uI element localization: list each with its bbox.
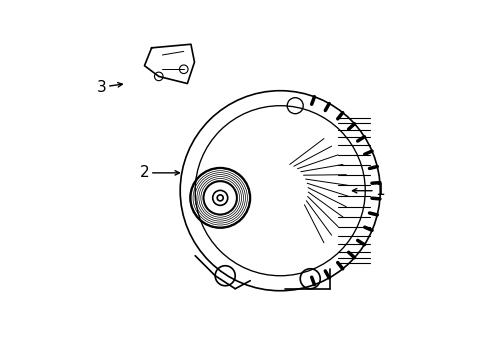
Text: 3: 3: [97, 80, 106, 95]
Text: 2: 2: [140, 165, 149, 180]
Text: 1: 1: [375, 183, 384, 198]
